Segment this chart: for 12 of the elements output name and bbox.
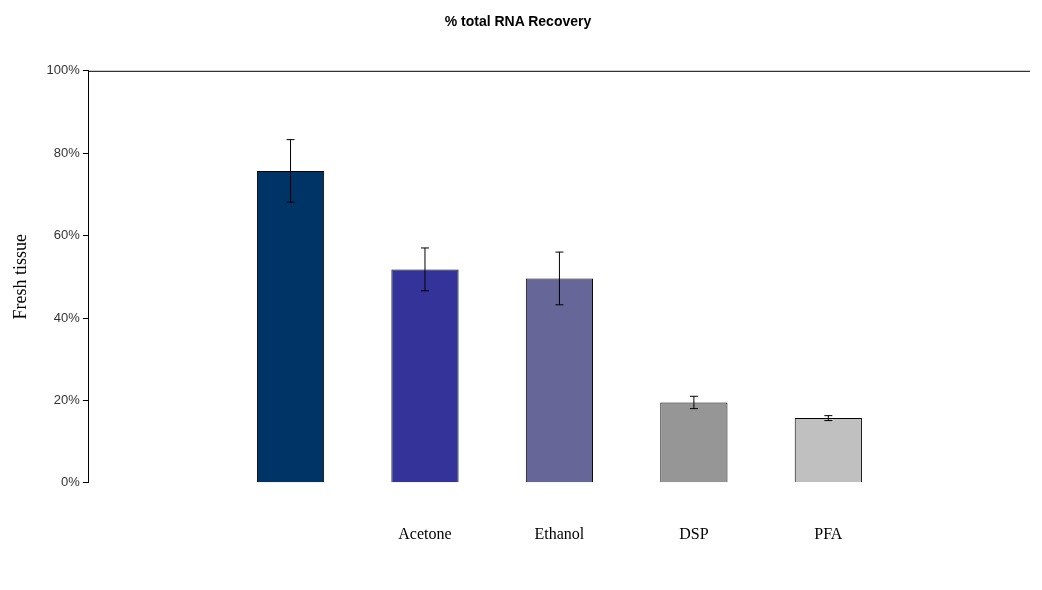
x-tick-label: Ethanol [534,524,585,542]
y-tick-label: 60% [53,227,81,243]
x-tick-label: Acetone [398,524,452,542]
chart-title: % total RNA Recovery [444,13,592,30]
y-tick-label: 0% [61,474,81,490]
x-tick-label: PFA [814,524,843,542]
y-axis-title: Fresh tissue [9,234,30,320]
y-tick-label: 100% [46,62,81,78]
y-tick-label: 40% [53,309,81,325]
x-tick-label: DSP [679,524,709,542]
y-tick-label: 80% [53,144,81,160]
y-tick-label: 20% [53,391,81,407]
